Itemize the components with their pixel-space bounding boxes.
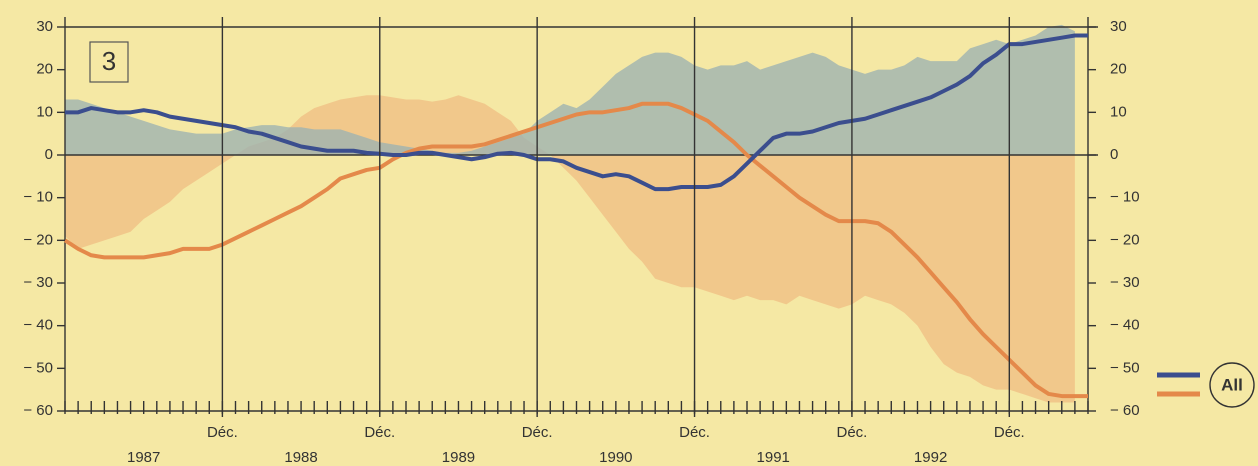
line xyxy=(65,33,1088,192)
year-label: 1992 xyxy=(914,449,947,466)
y-tick-label: − 30 xyxy=(23,274,53,291)
y-tick-label: − 10 xyxy=(23,189,53,206)
y-tick-label: − 40 xyxy=(23,317,53,334)
line xyxy=(63,101,1088,399)
y2-tick-label: 10 xyxy=(1110,103,1127,120)
panel-label: 3 xyxy=(102,46,116,76)
year-label: 1987 xyxy=(127,449,160,466)
y2-tick-label: − 60 xyxy=(1110,402,1140,419)
y2-tick-label: − 50 xyxy=(1110,359,1140,376)
y-tick-label: 30 xyxy=(36,18,53,35)
legend-label: All xyxy=(1221,375,1243,394)
y-tick-label: 0 xyxy=(45,146,53,163)
y2-tick-label: 20 xyxy=(1110,61,1127,78)
y2-tick-label: 30 xyxy=(1110,18,1127,35)
area xyxy=(65,95,1075,403)
year-label: 1989 xyxy=(442,449,475,466)
year-label: 1990 xyxy=(599,449,632,466)
y2-tick-label: − 30 xyxy=(1110,274,1140,291)
x-tick-label: Déc. xyxy=(364,424,395,441)
x-tick-label: Déc. xyxy=(679,424,710,441)
year-label: 1991 xyxy=(757,449,790,466)
year-label: 1988 xyxy=(284,449,317,466)
y-tick-label: − 20 xyxy=(23,231,53,248)
y2-tick-label: 0 xyxy=(1110,146,1118,163)
x-tick-label: Déc. xyxy=(994,424,1025,441)
x-tick-label: Déc. xyxy=(837,424,868,441)
y2-tick-label: − 20 xyxy=(1110,231,1140,248)
y-tick-label: − 60 xyxy=(23,402,53,419)
x-tick-label: Déc. xyxy=(522,424,553,441)
panel-box xyxy=(89,41,129,83)
x-tick-label: Déc. xyxy=(207,424,238,441)
area xyxy=(65,24,1075,155)
y-tick-label: − 50 xyxy=(23,359,53,376)
legend-circle xyxy=(1209,362,1255,408)
y2-tick-label: − 10 xyxy=(1110,189,1140,206)
y2-tick-label: − 40 xyxy=(1110,317,1140,334)
y-tick-label: 20 xyxy=(36,61,53,78)
y-tick-label: 10 xyxy=(36,103,53,120)
